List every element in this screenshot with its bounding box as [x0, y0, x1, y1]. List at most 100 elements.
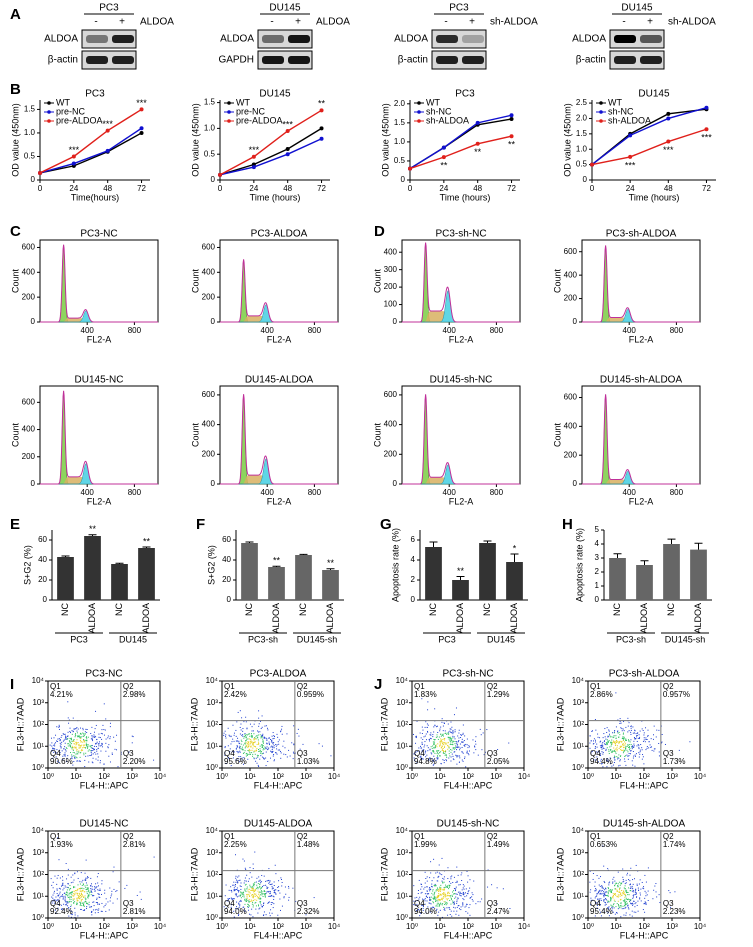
event-dot [248, 745, 250, 747]
event-dot [271, 742, 273, 744]
event-dot [600, 753, 602, 755]
event-dot [454, 893, 456, 895]
event-dot [261, 874, 263, 876]
data-point [441, 145, 446, 150]
event-dot [237, 889, 239, 891]
y-tick-label: 10³ [206, 848, 218, 857]
event-dot [454, 741, 456, 743]
event-dot [285, 754, 287, 756]
event-dot [594, 902, 596, 904]
event-dot [233, 898, 235, 900]
data-point [251, 165, 256, 170]
event-dot [68, 896, 70, 898]
event-dot [423, 749, 425, 751]
quadrant-percent: 1.29% [487, 690, 510, 699]
event-dot [52, 757, 54, 759]
event-dot [624, 902, 626, 904]
event-dot [487, 869, 489, 871]
event-dot [263, 758, 265, 760]
event-dot [86, 906, 88, 908]
event-dot [621, 746, 623, 748]
event-dot [241, 759, 243, 761]
event-dot [271, 894, 273, 896]
event-dot [647, 867, 649, 869]
event-dot [416, 750, 418, 752]
event-dot [255, 888, 257, 890]
event-dot [623, 891, 625, 893]
event-dot [243, 882, 245, 884]
quadrant-name: Q2 [487, 682, 498, 691]
event-dot [428, 902, 430, 904]
event-dot [280, 879, 282, 881]
significance-label: *** [701, 133, 712, 143]
event-dot [634, 903, 636, 905]
event-dot [619, 722, 621, 724]
event-dot [83, 891, 85, 893]
event-dot [614, 883, 616, 885]
event-dot [65, 750, 67, 752]
event-dot [617, 756, 619, 758]
event-dot [432, 759, 434, 761]
row-label: β-actin [48, 55, 78, 66]
event-dot [438, 750, 440, 752]
event-dot [435, 889, 437, 891]
event-dot [612, 881, 614, 883]
event-dot [425, 739, 427, 741]
event-dot [437, 914, 439, 916]
event-dot [62, 876, 64, 878]
event-dot [607, 759, 609, 761]
event-dot [92, 757, 94, 759]
event-dot [620, 904, 622, 906]
event-dot [244, 898, 246, 900]
event-dot [264, 896, 266, 898]
event-dot [600, 740, 602, 742]
event-dot [439, 889, 441, 891]
event-dot [52, 747, 54, 749]
event-dot [622, 737, 624, 739]
event-dot [90, 911, 92, 913]
x-tick-label: 10¹ [70, 772, 82, 781]
event-dot [260, 882, 262, 884]
event-dot [74, 758, 76, 760]
event-dot [602, 753, 604, 755]
event-dot [428, 759, 430, 761]
y-tick-label: 600 [202, 390, 216, 399]
event-dot [608, 906, 610, 908]
event-dot [71, 733, 73, 735]
quadrant-name: Q4 [224, 899, 235, 908]
event-dot [432, 736, 434, 738]
event-dot [80, 887, 82, 889]
event-dot [245, 716, 247, 718]
quadrant-name: Q3 [487, 749, 498, 758]
legend-marker [47, 110, 51, 114]
y-tick-label: 600 [202, 243, 216, 252]
event-dot [237, 758, 239, 760]
event-dot [457, 898, 459, 900]
event-dot [243, 896, 245, 898]
data-point [509, 117, 514, 122]
y-tick-label: 60 [222, 535, 231, 544]
event-dot [613, 893, 615, 895]
event-dot [469, 750, 471, 752]
event-dot [77, 884, 79, 886]
event-dot [273, 890, 275, 892]
event-dot [444, 739, 446, 741]
event-dot [87, 744, 89, 746]
x-tick-label: 800 [128, 326, 142, 335]
event-dot [72, 746, 74, 748]
s-phase [582, 317, 700, 322]
plot-title: DU145-NC [75, 375, 124, 386]
event-dot [594, 885, 596, 887]
event-dot [642, 730, 644, 732]
event-dot [590, 740, 592, 742]
event-dot [87, 876, 89, 878]
event-dot [73, 755, 75, 757]
event-dot [616, 749, 618, 751]
event-dot [621, 889, 623, 891]
significance-label: *** [663, 145, 674, 155]
event-dot [258, 895, 260, 897]
event-dot [644, 890, 646, 892]
y-axis-label: Count [190, 269, 200, 294]
x-tick-label: 10¹ [244, 922, 256, 931]
event-dot [450, 876, 452, 878]
